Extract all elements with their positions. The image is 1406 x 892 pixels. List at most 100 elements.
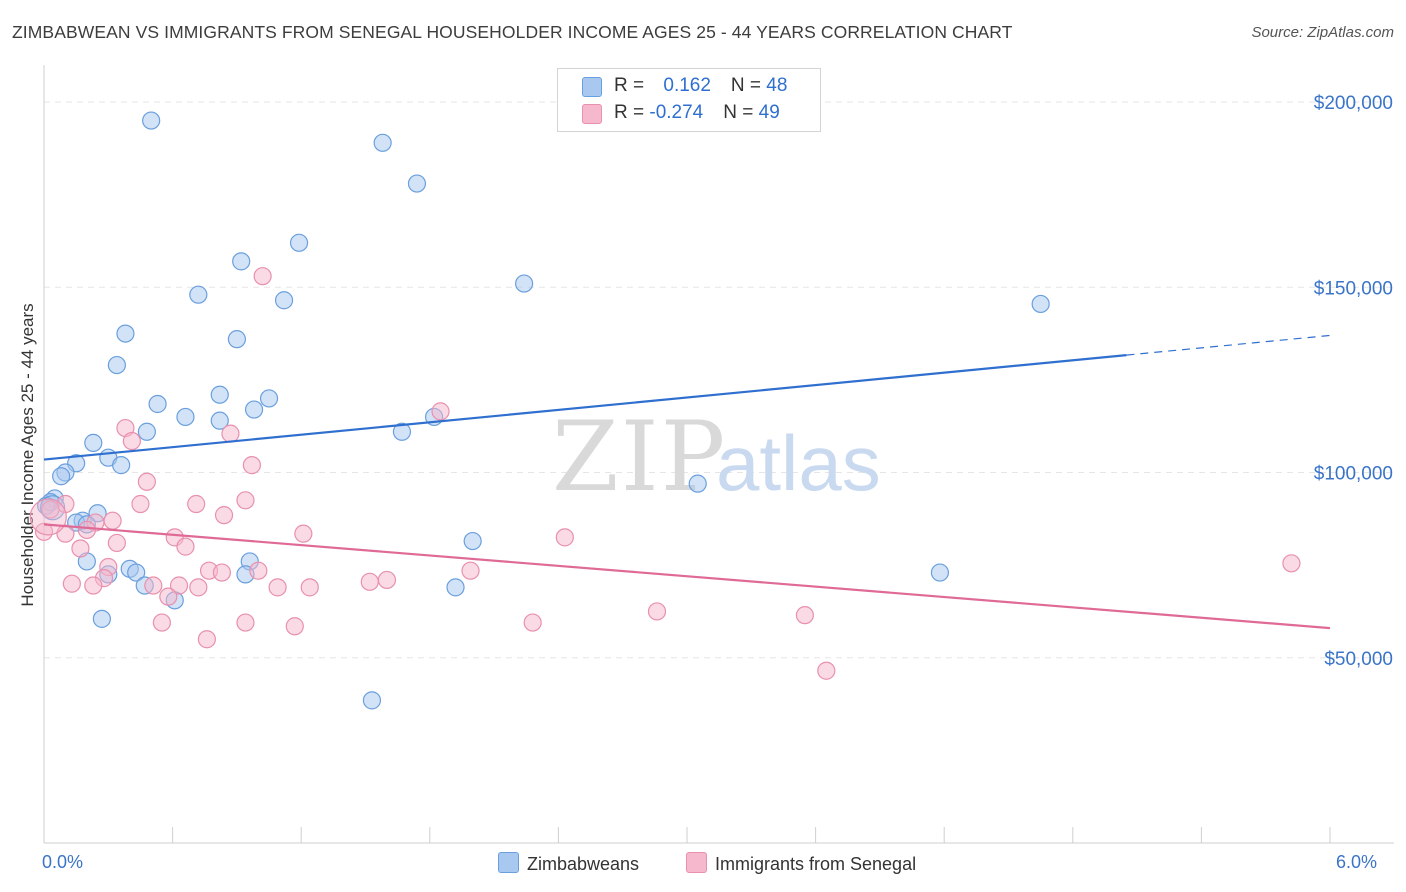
point-senegal	[647, 602, 667, 621]
point-senegal	[77, 520, 96, 540]
point-senegal	[214, 506, 234, 525]
point-senegal	[197, 630, 216, 649]
x-tick-label-max: 6.0%	[1336, 852, 1378, 872]
legend-r-label: R =	[614, 75, 650, 96]
point-zimbabweans	[392, 422, 412, 441]
watermark-atlas: atlas	[716, 419, 881, 507]
y-tick-label: $150,000	[1314, 278, 1393, 299]
point-zimbabweans	[210, 385, 229, 404]
bottom-legend-label: Zimbabweans	[527, 854, 640, 874]
point-zimbabweans	[227, 330, 246, 349]
point-senegal	[122, 431, 141, 451]
point-senegal	[221, 424, 240, 443]
point-senegal	[159, 587, 178, 606]
point-zimbabweans	[189, 285, 208, 304]
trend-lines	[43, 334, 1331, 630]
point-zimbabweans	[142, 111, 161, 130]
axes	[43, 65, 1394, 844]
point-senegal	[62, 574, 81, 593]
point-zimbabweans	[137, 422, 156, 441]
point-senegal	[144, 576, 163, 595]
point-senegal	[176, 537, 195, 556]
point-zimbabweans	[1031, 294, 1050, 314]
point-senegal	[523, 613, 542, 632]
point-senegal	[34, 522, 54, 541]
point-zimbabweans	[210, 411, 229, 430]
trend-line-zimbabweans	[43, 354, 1127, 461]
y-tick-label: $100,000	[1314, 464, 1393, 485]
point-zimbabweans	[52, 467, 71, 486]
point-zimbabweans	[148, 394, 167, 414]
point-zimbabweans	[688, 474, 707, 493]
point-senegal	[41, 500, 60, 519]
point-senegal	[1282, 554, 1301, 573]
point-senegal	[103, 511, 122, 530]
point-senegal	[137, 472, 156, 491]
legend-r-value: -0.274	[649, 102, 704, 123]
point-senegal	[461, 561, 480, 580]
point-senegal	[212, 563, 231, 582]
trend-line-senegal	[43, 523, 1331, 630]
point-senegal	[294, 524, 313, 543]
bottom-legend-label: Immigrants from Senegal	[715, 854, 917, 874]
bottom-legend-zimbabweans: Zimbabweans	[498, 852, 639, 875]
y-tick-labels: $50,000 $100,000 $150,000 $200,000	[1314, 93, 1393, 670]
legend-n-label: N =	[730, 75, 767, 96]
legend-r-value: 0.162	[663, 75, 711, 96]
point-senegal	[817, 661, 836, 680]
legend-swatch-blue	[582, 77, 602, 97]
bottom-legend-swatch-blue	[498, 852, 519, 873]
point-senegal	[107, 533, 126, 553]
point-zimbabweans	[84, 433, 103, 452]
watermark: ZIP atlas	[552, 401, 881, 513]
point-zimbabweans	[112, 456, 131, 475]
point-senegal	[253, 267, 272, 286]
point-zimbabweans	[407, 174, 427, 193]
y-tick-label: $200,000	[1314, 93, 1393, 114]
point-zimbabweans	[232, 252, 251, 271]
point-senegal	[242, 456, 262, 475]
series-senegal	[29, 267, 1301, 680]
point-zimbabweans	[289, 233, 309, 252]
point-senegal	[431, 402, 450, 421]
point-senegal	[249, 561, 268, 580]
trend-line-zimbabweans-extension	[1126, 334, 1331, 356]
point-zimbabweans	[373, 133, 392, 152]
point-zimbabweans	[463, 531, 482, 551]
watermark-zip: ZIP	[552, 401, 727, 513]
point-zimbabweans	[92, 609, 111, 628]
legend-swatch-pink	[582, 104, 602, 124]
point-zimbabweans	[176, 407, 195, 427]
point-senegal	[84, 576, 103, 595]
legend-n-value: 48	[766, 75, 788, 96]
point-senegal	[236, 491, 255, 510]
point-zimbabweans	[116, 324, 135, 343]
point-senegal	[169, 576, 189, 595]
point-zimbabweans	[930, 563, 950, 582]
grid-lines	[44, 101, 1395, 659]
point-senegal	[285, 617, 304, 636]
point-zimbabweans	[362, 691, 382, 710]
point-senegal	[795, 606, 814, 625]
point-senegal	[360, 572, 379, 591]
point-senegal	[71, 539, 90, 558]
point-zimbabweans	[244, 400, 264, 419]
point-senegal	[268, 578, 287, 597]
point-senegal	[555, 528, 574, 547]
point-zimbabweans	[259, 389, 279, 408]
legend-n-label: N =	[723, 102, 759, 123]
point-zimbabweans	[107, 355, 126, 375]
point-zimbabweans	[446, 578, 465, 597]
y-tick-label: $50,000	[1324, 649, 1393, 670]
legend-n-value: 49	[758, 102, 780, 123]
point-zimbabweans	[515, 274, 534, 293]
x-tick-label-min: 0.0%	[42, 852, 84, 872]
point-senegal	[189, 578, 208, 597]
point-senegal	[300, 578, 319, 597]
correlation-legend: R = 0.162 N = 48 R = -0.274 N = 49	[557, 68, 821, 132]
bottom-legend-senegal: Immigrants from Senegal	[686, 852, 916, 875]
point-senegal	[187, 494, 206, 514]
point-senegal	[152, 613, 171, 632]
point-senegal	[377, 570, 397, 590]
point-zimbabweans	[274, 291, 294, 310]
